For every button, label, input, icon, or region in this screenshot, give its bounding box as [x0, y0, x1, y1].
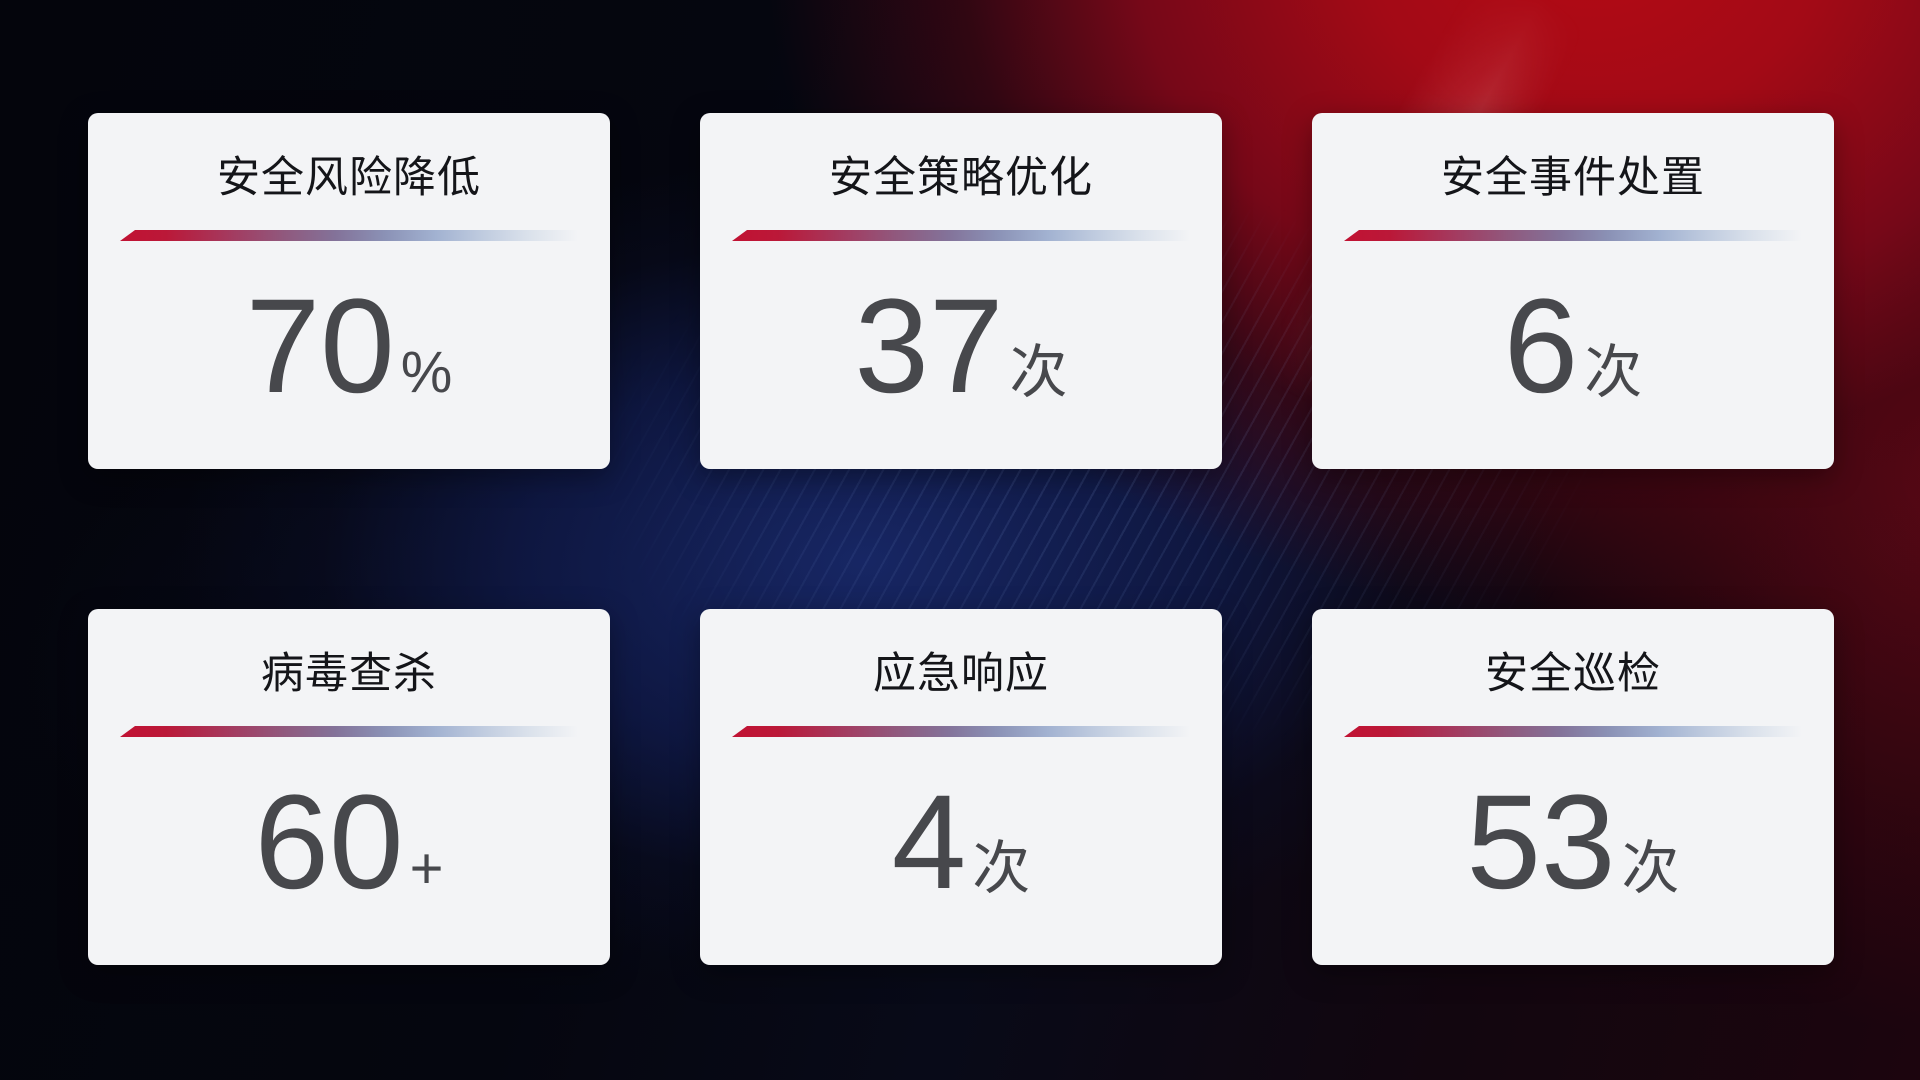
- value-row: 37 次: [854, 280, 1067, 414]
- stat-value: 60: [254, 768, 404, 917]
- stat-value: 70: [245, 272, 395, 421]
- card-title: 安全巡检: [1485, 650, 1661, 698]
- card-title: 安全事件处置: [1441, 154, 1705, 202]
- gradient-divider: [732, 230, 1190, 241]
- value-area: 37 次: [700, 241, 1222, 469]
- gradient-divider: [1344, 230, 1802, 241]
- stat-unit: 次: [1621, 836, 1680, 901]
- card-title: 病毒查杀: [261, 650, 437, 698]
- gradient-divider: [732, 726, 1190, 737]
- stat-card-security-risk-reduction: 安全风险降低 70 %: [88, 113, 610, 469]
- card-title: 安全策略优化: [829, 154, 1093, 202]
- value-row: 70 %: [246, 280, 453, 414]
- stat-value: 6: [1503, 272, 1579, 421]
- stat-card-security-policy-optimization: 安全策略优化 37 次: [700, 113, 1222, 469]
- stat-unit: %: [400, 340, 453, 405]
- value-row: 4 次: [892, 776, 1031, 910]
- gradient-divider: [120, 230, 578, 241]
- stat-card-virus-scan: 病毒查杀 60 +: [88, 609, 610, 965]
- value-row: 60 +: [255, 776, 444, 910]
- stat-value: 53: [1466, 768, 1616, 917]
- value-area: 4 次: [700, 737, 1222, 965]
- stat-value: 4: [891, 768, 967, 917]
- gradient-divider: [1344, 726, 1802, 737]
- stat-card-security-inspection: 安全巡检 53 次: [1312, 609, 1834, 965]
- card-title: 应急响应: [873, 650, 1049, 698]
- value-area: 53 次: [1312, 737, 1834, 965]
- value-area: 6 次: [1312, 241, 1834, 469]
- stat-unit: 次: [972, 836, 1031, 901]
- stat-unit: 次: [1009, 340, 1068, 405]
- gradient-divider: [120, 726, 578, 737]
- value-row: 53 次: [1466, 776, 1679, 910]
- stat-card-emergency-response: 应急响应 4 次: [700, 609, 1222, 965]
- stat-card-security-incident-handling: 安全事件处置 6 次: [1312, 113, 1834, 469]
- stat-unit: 次: [1584, 340, 1643, 405]
- value-row: 6 次: [1504, 280, 1643, 414]
- stat-cards-grid: 安全风险降低 70 % 安全策略优化 37 次 安全事件处置: [88, 113, 1834, 965]
- value-area: 70 %: [88, 241, 610, 469]
- stat-value: 37: [854, 272, 1004, 421]
- value-area: 60 +: [88, 737, 610, 965]
- stat-unit: +: [409, 836, 444, 901]
- card-title: 安全风险降低: [217, 154, 481, 202]
